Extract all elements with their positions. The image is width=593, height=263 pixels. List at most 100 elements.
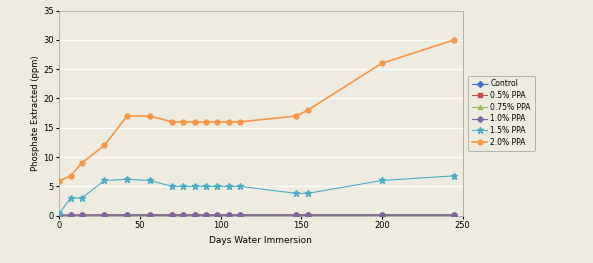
1.0% PPA <box>78 214 85 217</box>
Control <box>451 214 458 217</box>
1.5% PPA <box>237 185 244 188</box>
1.5% PPA <box>101 179 108 182</box>
0.5% PPA <box>67 214 74 217</box>
0.5% PPA <box>191 213 198 216</box>
0.5% PPA <box>78 214 85 217</box>
X-axis label: Days Water Immersion: Days Water Immersion <box>209 236 313 245</box>
2.0% PPA <box>214 120 221 123</box>
Control <box>78 214 85 217</box>
Control <box>203 214 210 217</box>
1.0% PPA <box>123 213 130 216</box>
Y-axis label: Phosphate Extracted (ppm): Phosphate Extracted (ppm) <box>31 55 40 171</box>
0.5% PPA <box>56 214 63 217</box>
2.0% PPA <box>78 161 85 164</box>
0.5% PPA <box>293 213 300 216</box>
1.0% PPA <box>191 213 198 216</box>
0.75% PPA <box>123 213 130 216</box>
1.0% PPA <box>180 213 187 216</box>
1.0% PPA <box>237 213 244 216</box>
0.75% PPA <box>214 213 221 216</box>
1.0% PPA <box>214 213 221 216</box>
Line: 1.0% PPA: 1.0% PPA <box>57 213 457 217</box>
Line: 0.5% PPA: 0.5% PPA <box>57 213 457 217</box>
0.5% PPA <box>203 213 210 216</box>
0.75% PPA <box>67 214 74 217</box>
0.5% PPA <box>180 213 187 216</box>
1.5% PPA <box>180 185 187 188</box>
0.75% PPA <box>78 214 85 217</box>
1.5% PPA <box>67 196 74 200</box>
2.0% PPA <box>123 114 130 118</box>
2.0% PPA <box>67 174 74 177</box>
1.0% PPA <box>293 213 300 216</box>
1.0% PPA <box>146 213 153 216</box>
0.75% PPA <box>237 213 244 216</box>
Control <box>180 214 187 217</box>
0.75% PPA <box>180 213 187 216</box>
0.5% PPA <box>225 213 232 216</box>
Control <box>237 214 244 217</box>
Line: 0.75% PPA: 0.75% PPA <box>57 213 457 217</box>
2.0% PPA <box>180 120 187 123</box>
2.0% PPA <box>101 144 108 147</box>
1.0% PPA <box>225 213 232 216</box>
0.75% PPA <box>191 213 198 216</box>
0.5% PPA <box>304 213 311 216</box>
2.0% PPA <box>146 114 153 118</box>
2.0% PPA <box>203 120 210 123</box>
0.5% PPA <box>168 213 176 216</box>
2.0% PPA <box>191 120 198 123</box>
Control <box>293 214 300 217</box>
0.5% PPA <box>123 213 130 216</box>
Control <box>56 214 63 217</box>
Line: Control: Control <box>57 213 457 218</box>
1.5% PPA <box>78 196 85 200</box>
0.5% PPA <box>451 213 458 216</box>
1.0% PPA <box>101 213 108 216</box>
0.75% PPA <box>225 213 232 216</box>
2.0% PPA <box>237 120 244 123</box>
2.0% PPA <box>293 114 300 118</box>
1.5% PPA <box>123 178 130 181</box>
1.5% PPA <box>378 179 385 182</box>
Control <box>101 214 108 217</box>
1.5% PPA <box>168 185 176 188</box>
1.5% PPA <box>191 185 198 188</box>
0.75% PPA <box>168 213 176 216</box>
Control <box>378 214 385 217</box>
Line: 2.0% PPA: 2.0% PPA <box>57 37 457 184</box>
1.0% PPA <box>451 213 458 216</box>
2.0% PPA <box>168 120 176 123</box>
Control <box>225 214 232 217</box>
1.0% PPA <box>168 213 176 216</box>
0.5% PPA <box>378 213 385 216</box>
0.5% PPA <box>214 213 221 216</box>
1.0% PPA <box>203 213 210 216</box>
0.5% PPA <box>237 213 244 216</box>
Control <box>123 214 130 217</box>
1.5% PPA <box>56 212 63 215</box>
Legend: Control, 0.5% PPA, 0.75% PPA, 1.0% PPA, 1.5% PPA, 2.0% PPA: Control, 0.5% PPA, 0.75% PPA, 1.0% PPA, … <box>468 75 534 151</box>
1.0% PPA <box>304 213 311 216</box>
1.5% PPA <box>293 192 300 195</box>
0.75% PPA <box>101 213 108 216</box>
2.0% PPA <box>225 120 232 123</box>
1.5% PPA <box>214 185 221 188</box>
0.75% PPA <box>293 213 300 216</box>
Control <box>214 214 221 217</box>
Control <box>146 214 153 217</box>
0.75% PPA <box>378 213 385 216</box>
1.0% PPA <box>56 214 63 217</box>
1.5% PPA <box>451 174 458 177</box>
Control <box>67 214 74 217</box>
1.0% PPA <box>378 213 385 216</box>
0.75% PPA <box>56 214 63 217</box>
1.5% PPA <box>225 185 232 188</box>
2.0% PPA <box>378 62 385 65</box>
1.5% PPA <box>203 185 210 188</box>
0.75% PPA <box>451 213 458 216</box>
2.0% PPA <box>56 180 63 183</box>
0.75% PPA <box>304 213 311 216</box>
0.75% PPA <box>146 213 153 216</box>
0.75% PPA <box>203 213 210 216</box>
